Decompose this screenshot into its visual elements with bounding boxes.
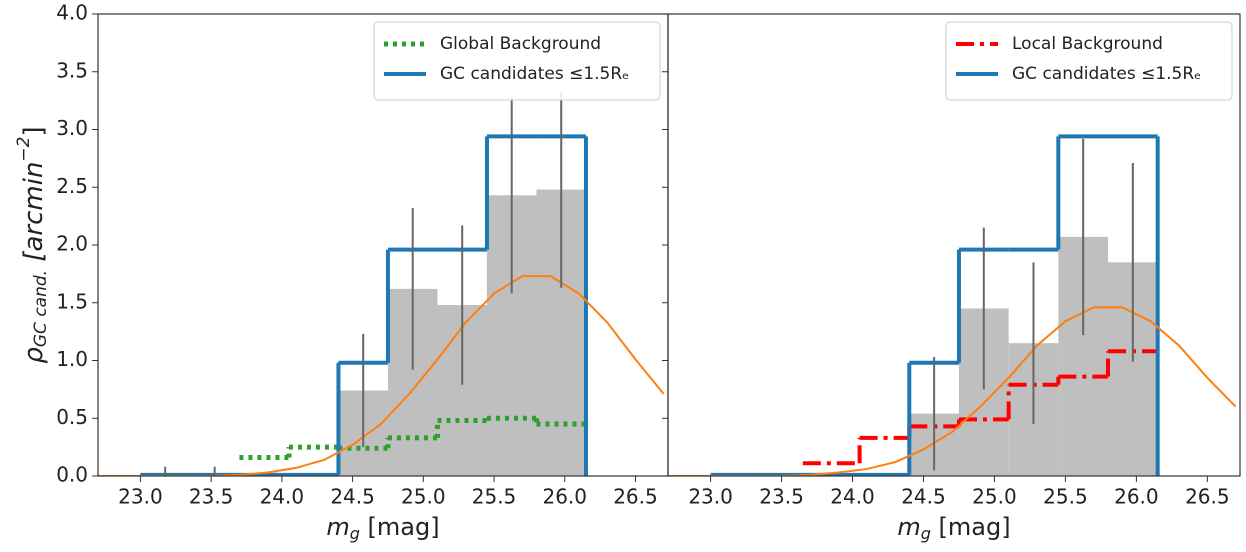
y-tick-label: 2.0 [56,232,88,256]
x-axis-label: mg [mag] [326,513,439,543]
y-tick-label: 0.5 [56,405,88,429]
x-tick-label: 26.0 [1114,485,1159,509]
label-symbol: m [897,513,920,541]
y-tick-label: 1.0 [56,347,88,371]
label-sup: −2 [14,137,34,162]
label-sub: GC cand. [31,270,51,347]
x-tick-label: 25.0 [401,485,446,509]
y-tick-label: 3.5 [56,58,88,82]
fit-curve [98,275,665,476]
y-tick-label: 1.5 [56,289,88,313]
fit-curve [668,306,1237,476]
x-axis-label: mg [mag] [897,513,1010,543]
x-tick-label: 24.5 [901,485,946,509]
label-symbol: m [326,513,349,541]
plot-area [668,134,1237,476]
legend-box [373,21,661,101]
legend-label: GC candidates ≤1.5Rₑ [1012,64,1201,84]
x-tick-label: 26.5 [1185,485,1230,509]
x-tick-label: 25.0 [972,485,1017,509]
x-tick-label: 25.5 [472,485,517,509]
plot-area [98,91,665,476]
legend-label: Local Background [1012,34,1163,54]
x-tick-label: 24.5 [330,485,375,509]
x-tick-label: 24.0 [260,485,305,509]
x-tick-label: 26.5 [613,485,658,509]
y-axis-label: ρGC cand. [arcmin−2] [14,126,51,363]
y-tick-label: 0.0 [56,463,88,487]
legend-label: Global Background [440,34,601,54]
label-text: [mag] [931,513,1011,541]
label-text: [mag] [360,513,440,541]
y-tick-label: 4.0 [56,1,88,25]
x-tick-label: 26.0 [542,485,587,509]
x-tick-label: 24.0 [830,485,875,509]
label-symbol: ρ [19,347,49,364]
x-tick-label: 23.0 [688,485,733,509]
x-tick-label: 23.0 [118,485,163,509]
x-tick-label: 23.5 [189,485,234,509]
y-tick-label: 3.0 [56,116,88,140]
label-sub: g [350,524,360,543]
legend-box [945,21,1233,101]
label-end: ] [19,126,49,136]
x-tick-label: 25.5 [1043,485,1088,509]
label-sub: g [921,524,931,543]
y-tick-label: 2.5 [56,174,88,198]
label-text: [arcmin [19,162,49,270]
legend-label: GC candidates ≤1.5Rₑ [440,64,629,84]
x-tick-label: 23.5 [759,485,804,509]
